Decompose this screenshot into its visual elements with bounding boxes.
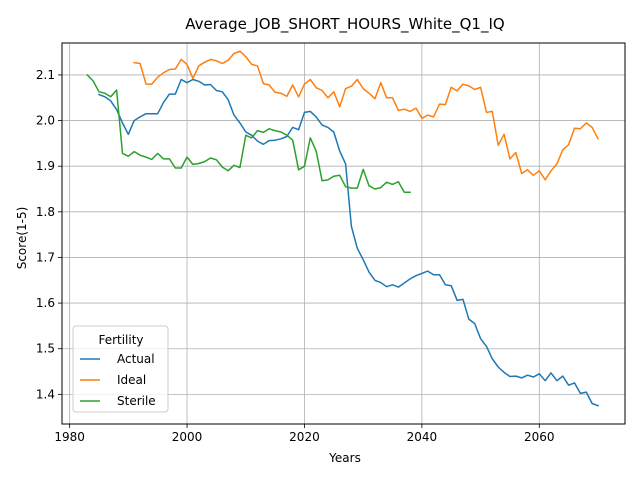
legend-items: Actual Ideal Sterile [80, 352, 156, 408]
x-tick-label: 1980 [54, 430, 85, 444]
series-line-ideal [133, 50, 600, 181]
series-line-actual [98, 78, 599, 407]
x-axis-label: Years [328, 451, 361, 465]
y-tick-label: 2.1 [36, 68, 55, 82]
y-axis-label: Score(1-5) [15, 207, 29, 270]
y-tick-label: 2.0 [36, 114, 55, 128]
chart-title: Average_JOB_SHORT_HOURS_White_Q1_IQ [185, 15, 504, 34]
legend: Fertility Actual Ideal Sterile [72, 325, 169, 413]
x-tick-label: 2060 [524, 430, 555, 444]
legend-label-actual: Actual [117, 352, 155, 366]
y-tick-label: 1.4 [36, 387, 55, 401]
series-lines [86, 50, 600, 407]
plot-frame [61, 42, 626, 425]
legend-box [72, 325, 169, 413]
x-axis-ticks: 1980 2000 2020 2040 2060 [54, 424, 555, 444]
legend-label-sterile: Sterile [117, 394, 156, 408]
x-tick-label: 2040 [407, 430, 438, 444]
y-axis-ticks: 1.4 1.5 1.6 1.7 1.8 1.9 2.0 2.1 [36, 68, 62, 401]
y-tick-label: 1.7 [36, 250, 55, 264]
series-line-sterile [86, 73, 411, 193]
y-tick-label: 1.9 [36, 159, 55, 173]
y-tick-label: 1.6 [36, 296, 55, 310]
legend-title: Fertility [98, 333, 143, 347]
x-tick-label: 2020 [289, 430, 320, 444]
x-tick-label: 2000 [172, 430, 203, 444]
legend-label-ideal: Ideal [117, 373, 146, 387]
y-tick-label: 1.5 [36, 342, 55, 356]
y-tick-label: 1.8 [36, 205, 55, 219]
